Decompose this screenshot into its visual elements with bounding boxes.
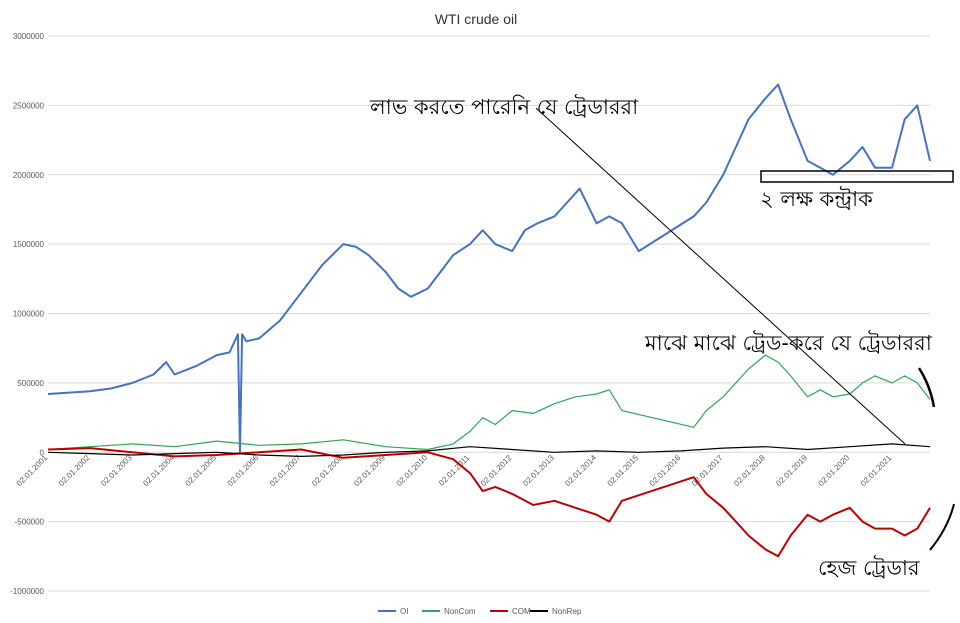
y-tick-label: 500000 — [17, 379, 44, 388]
legend-label-noncom: NonCom — [444, 607, 476, 616]
annotation-pointer-line — [535, 107, 906, 445]
series-line-oi — [47, 83, 931, 454]
y-tick-label: 2000000 — [13, 171, 45, 180]
y-tick-label: 3000000 — [13, 32, 45, 41]
y-tick-label: 1000000 — [13, 310, 45, 319]
series-line-nonrep — [47, 443, 931, 457]
annotation-unprofitable-traders: লাভ করতে পারেনি যে ট্রেডাররা — [369, 94, 639, 119]
series-lines — [47, 83, 931, 558]
annotation-bracket-lower — [929, 503, 955, 551]
annotation-hedge-traders: হেজ ট্রেডার — [818, 555, 920, 580]
annotation-bracket-upper — [917, 367, 936, 408]
series-line-com — [47, 447, 931, 558]
chart-title: WTI crude oil — [435, 11, 517, 27]
y-tick-label: 2500000 — [13, 101, 45, 110]
y-axis-tick-labels: 3000000 2500000 2000000 1500000 1000000 50000… — [10, 32, 44, 596]
y-tick-label: -500000 — [15, 518, 45, 527]
legend-label-com: COM — [512, 607, 531, 616]
y-tick-label: -1000000 — [10, 587, 44, 596]
y-tick-label: 0 — [40, 448, 45, 457]
legend-label-nonrep: NonRep — [552, 607, 582, 616]
annotation-two-lakh-contracts: ২ লক্ষ কন্ট্রাক — [760, 186, 873, 211]
annotation-overlay: লাভ করতে পারেনি যে ট্রেডাররা ২ লক্ষ কন্ট… — [369, 94, 955, 580]
legend: OI NonCom COM NonRep — [378, 607, 582, 616]
annotation-box-2-lakh — [760, 170, 954, 183]
gridlines — [48, 35, 930, 592]
series-line-noncom — [47, 354, 931, 451]
legend-label-oi: OI — [400, 607, 408, 616]
annotation-occasional-traders: মাঝে মাঝে ট্রেড-করে যে ট্রেডাররা — [644, 330, 933, 355]
y-tick-label: 1500000 — [13, 240, 45, 249]
